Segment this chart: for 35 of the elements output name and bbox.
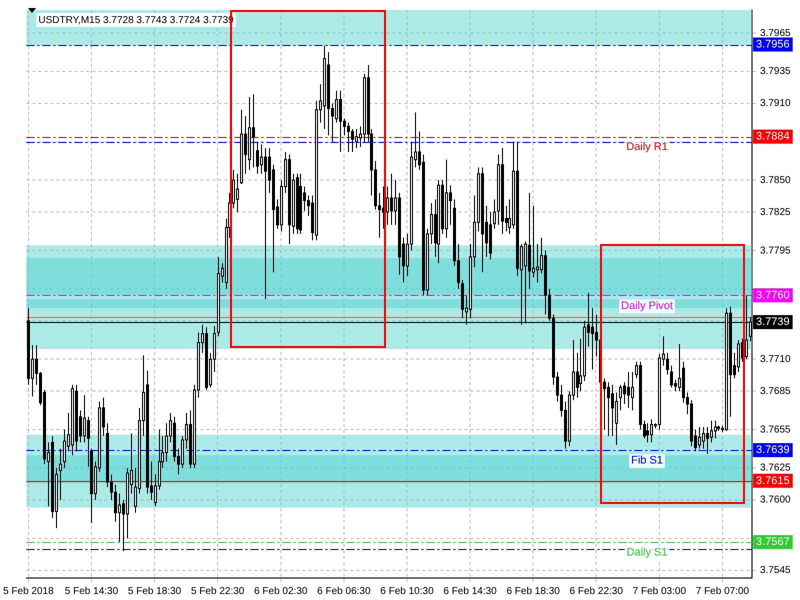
y-tick-label: 3.7910 — [760, 98, 792, 110]
y-tick-label: 3.7655 — [760, 424, 792, 436]
annotation: Fib S1 — [631, 454, 663, 467]
ref-line-label: 3.7956 — [756, 38, 790, 51]
y-tick-label: 3.7935 — [760, 66, 792, 78]
y-tick-label: 3.7795 — [760, 245, 792, 256]
y-tick-label: 3.7825 — [760, 206, 792, 218]
ref-line-label: 3.7615 — [756, 474, 790, 487]
annotation: Daily R1 — [626, 141, 668, 154]
y-tick-label: 3.7685 — [760, 386, 792, 397]
y-tick-label: 3.7545 — [760, 565, 792, 576]
y-tick-label: 3.7600 — [760, 494, 792, 506]
ref-line-label: 3.7567 — [756, 536, 790, 548]
x-tick-label: 6 Feb 06:30 — [317, 586, 371, 597]
annotation: Daily S1 — [626, 546, 668, 559]
ref-line-label: 3.7639 — [756, 444, 790, 456]
ref-line-label: 3.7884 — [756, 130, 790, 143]
x-tick-label: 6 Feb 14:30 — [443, 586, 498, 597]
y-tick-label: 3.7965 — [760, 28, 792, 39]
y-tick-label: 3.7625 — [760, 462, 792, 474]
x-tick-label: 6 Feb 22:30 — [570, 586, 624, 597]
x-tick-label: 6 Feb 02:30 — [254, 586, 308, 597]
y-tick-label: 3.7710 — [760, 354, 792, 365]
ref-line-label: 3.7739 — [756, 316, 790, 328]
x-tick-label: 5 Feb 18:30 — [128, 586, 182, 597]
x-tick-label: 7 Feb 07:00 — [696, 586, 750, 597]
x-tick-label: 5 Feb 2018 — [3, 586, 54, 597]
y-tick-label: 3.7850 — [760, 174, 792, 186]
x-tick-label: 6 Feb 18:30 — [506, 586, 560, 597]
x-tick-label: 6 Feb 10:30 — [380, 586, 434, 597]
x-tick-label: 5 Feb 22:30 — [190, 586, 245, 597]
ref-line-label: 3.7760 — [756, 289, 790, 302]
x-tick-label: 7 Feb 03:00 — [632, 586, 686, 597]
annotation: Daily Pivot — [621, 300, 673, 312]
x-tick-label: 5 Feb 14:30 — [64, 586, 119, 597]
